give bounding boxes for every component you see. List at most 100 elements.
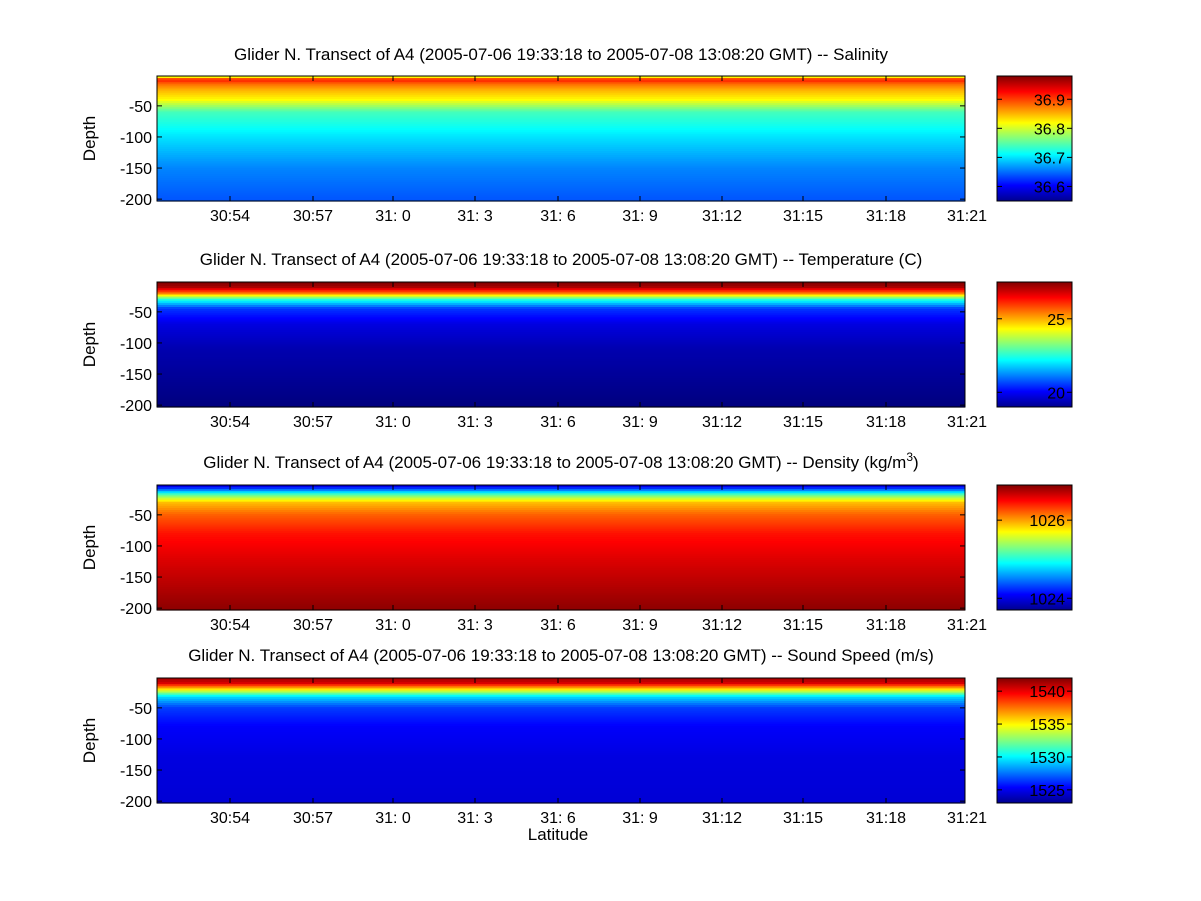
heatmap-cell xyxy=(157,753,965,756)
heatmap-cell xyxy=(157,382,965,385)
heatmap-cell xyxy=(157,84,965,88)
heatmap-cell xyxy=(157,103,965,106)
heatmap-cell xyxy=(157,290,965,294)
x-tick-label: 31:21 xyxy=(947,617,987,634)
heatmap-cell xyxy=(157,686,965,690)
heatmap-cell xyxy=(157,117,965,121)
heatmap-cell xyxy=(157,597,965,601)
y-tick-label: -50 xyxy=(129,508,152,525)
heatmap-cell xyxy=(157,497,965,501)
heatmap-cell xyxy=(157,348,965,352)
x-tick-label: 31: 6 xyxy=(540,208,576,225)
x-tick-label: 30:54 xyxy=(210,208,250,225)
heatmap-cell xyxy=(157,698,965,702)
heatmap-cell xyxy=(157,557,965,561)
heatmap-cell xyxy=(157,491,965,494)
heatmap-cell xyxy=(157,400,965,404)
heatmap-cell xyxy=(157,738,965,742)
heatmap-cell xyxy=(157,514,965,517)
heatmap-cell xyxy=(157,788,965,792)
heatmap-cell xyxy=(157,284,965,287)
heatmap-cell xyxy=(157,340,965,344)
colorbar xyxy=(996,677,1073,804)
heatmap-cell xyxy=(157,725,965,729)
y-tick-label: -200 xyxy=(120,398,152,415)
heatmap-cell xyxy=(157,578,965,582)
heatmap-cell xyxy=(157,549,965,553)
heatmap-cell xyxy=(157,113,965,117)
heatmap-cell xyxy=(157,130,965,133)
y-tick-label: -150 xyxy=(120,763,152,780)
heatmap-cell xyxy=(157,159,965,163)
heatmap-cell xyxy=(157,607,965,611)
heatmap-cell xyxy=(157,336,965,339)
x-tick-label: 31: 3 xyxy=(457,414,493,431)
y-axis-label: Depth xyxy=(80,718,99,763)
heatmap-cell xyxy=(157,562,965,565)
panel-4: Glider N. Transect of A4 (2005-07-06 19:… xyxy=(80,646,1073,827)
heatmap-cell xyxy=(157,765,965,769)
heatmap-cell xyxy=(157,111,965,115)
y-tick-label: -100 xyxy=(120,539,152,556)
heatmap-cell xyxy=(157,798,965,802)
y-tick-label: -100 xyxy=(120,336,152,353)
heatmap-cell xyxy=(157,591,965,594)
heatmap-cell xyxy=(157,196,965,200)
heatmap-cell xyxy=(157,585,965,588)
x-tick-label: 31: 0 xyxy=(375,810,411,827)
heatmap-cell xyxy=(157,338,965,341)
heatmap-cell xyxy=(157,728,965,731)
heatmap-cell xyxy=(157,485,965,488)
heatmap-cell xyxy=(157,543,965,547)
heatmap-cell xyxy=(157,286,965,289)
heatmap-cell xyxy=(157,703,965,706)
heatmap-cell xyxy=(157,580,965,584)
colorbar-tick-label: 1026 xyxy=(1029,513,1065,530)
heatmap-cell xyxy=(157,346,965,350)
heatmap-cell xyxy=(157,388,965,391)
heatmap-cell xyxy=(157,503,965,507)
heatmap-cell xyxy=(157,750,965,754)
heatmap-cell xyxy=(157,568,965,572)
colorbar-tick-label: 1540 xyxy=(1029,684,1065,701)
colorbar-tick-label: 36.6 xyxy=(1034,179,1065,196)
y-tick-label: -200 xyxy=(120,794,152,811)
heatmap-cell xyxy=(157,518,965,522)
heatmap-cell xyxy=(157,732,965,735)
heatmap-cell xyxy=(157,507,965,511)
heatmap-cell xyxy=(157,778,965,781)
heatmap-cell xyxy=(157,501,965,505)
heatmap-cell xyxy=(157,126,965,129)
heatmap-cell xyxy=(157,696,965,700)
x-tick-label: 31:21 xyxy=(947,414,987,431)
heatmap-cell xyxy=(157,715,965,719)
heatmap-cell xyxy=(157,292,965,296)
heatmap-cell xyxy=(157,682,965,685)
heatmap-cell xyxy=(157,392,965,396)
x-tick-label: 31:15 xyxy=(783,208,823,225)
heatmap-cell xyxy=(157,86,965,90)
heatmap-cell xyxy=(157,386,965,389)
panel-title-superscript: 3 xyxy=(906,450,913,464)
heatmap-cell xyxy=(157,773,965,777)
heatmap-cell xyxy=(157,313,965,316)
heatmap-cell xyxy=(157,132,965,135)
heatmap-cell xyxy=(157,180,965,183)
heatmap-cell xyxy=(157,680,965,683)
heatmap-cell xyxy=(157,342,965,346)
heatmap-cell xyxy=(157,396,965,400)
heatmap-cell xyxy=(157,564,965,567)
x-tick-label: 31: 0 xyxy=(375,208,411,225)
heatmap-cell xyxy=(157,157,965,160)
heatmap-cell xyxy=(157,599,965,603)
x-tick-label: 31: 9 xyxy=(622,810,658,827)
heatmap-cell xyxy=(157,146,965,150)
heatmap-cell xyxy=(157,367,965,371)
heatmap-cell xyxy=(157,547,965,551)
x-tick-label: 31:12 xyxy=(702,617,742,634)
heatmap-cell xyxy=(157,404,965,408)
colorbar-tick-label: 1525 xyxy=(1029,783,1065,800)
heatmap-cell xyxy=(157,757,965,760)
heatmap-cell xyxy=(157,489,965,492)
